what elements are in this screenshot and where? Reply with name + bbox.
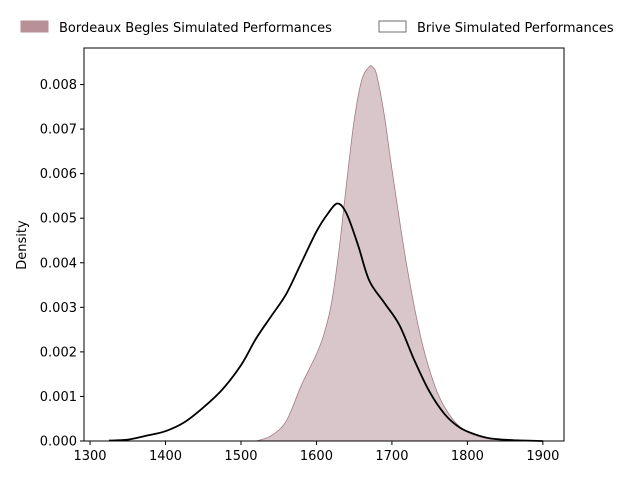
legend-swatch-bordeaux-begles [20, 20, 49, 33]
y-tick-label: 0.007 [40, 123, 77, 138]
legend-label-bordeaux-begles: Bordeaux Begles Simulated Performances [59, 21, 332, 36]
x-tick-label: 1300 [73, 449, 106, 464]
series-area-bordeaux-begles [255, 65, 528, 442]
axes-frame [83, 47, 565, 442]
x-tick-label: 1900 [526, 449, 559, 464]
x-tick-label: 1800 [451, 449, 484, 464]
x-tick-label: 1700 [375, 449, 408, 464]
y-tick-label: 0.006 [40, 167, 77, 182]
y-tick-label: 0.000 [40, 435, 77, 450]
x-tick-label: 1500 [224, 449, 257, 464]
y-tick-label: 0.001 [40, 390, 77, 405]
y-axis-label: Density [15, 220, 30, 270]
legend-label-brive: Brive Simulated Performances [417, 21, 614, 36]
legend: Bordeaux Begles Simulated Performances B… [20, 20, 614, 36]
plot-area [108, 65, 543, 442]
y-tick-label: 0.003 [40, 301, 77, 316]
x-tick-label: 1600 [300, 449, 333, 464]
y-tick-label: 0.004 [40, 256, 77, 271]
x-tick-label: 1400 [149, 449, 182, 464]
y-tick-label: 0.008 [40, 78, 77, 93]
legend-swatch-brive [378, 20, 407, 33]
series-line-brive [108, 202, 543, 442]
x-axis: 1300 1400 1500 1600 1700 1800 1900 [73, 441, 559, 464]
y-tick-label: 0.005 [40, 212, 77, 227]
y-tick-label: 0.002 [40, 345, 77, 360]
y-axis: 0.000 0.001 0.002 0.003 0.004 0.005 0.006 0.007… [40, 78, 84, 450]
